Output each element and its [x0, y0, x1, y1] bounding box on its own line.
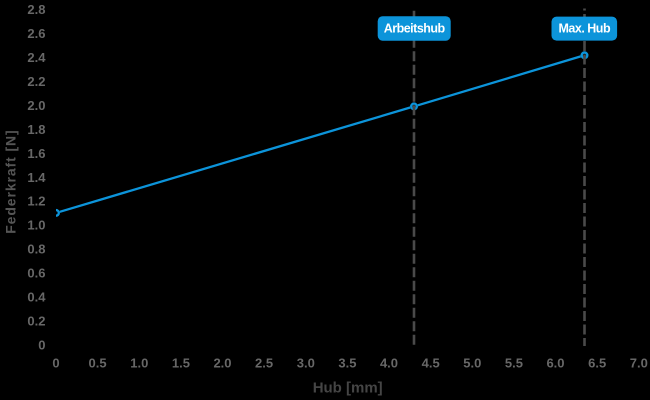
svg-text:4.0: 4.0 [380, 356, 398, 371]
svg-text:5.5: 5.5 [505, 356, 523, 371]
svg-text:Arbeitshub: Arbeitshub [384, 22, 446, 36]
svg-text:2.0: 2.0 [213, 356, 231, 371]
svg-text:0.8: 0.8 [27, 242, 45, 257]
svg-text:1.5: 1.5 [172, 356, 190, 371]
svg-text:4.5: 4.5 [422, 356, 440, 371]
svg-text:Hub [mm]: Hub [mm] [313, 379, 383, 396]
svg-text:0: 0 [38, 338, 45, 353]
svg-text:2.8: 2.8 [27, 2, 45, 17]
svg-text:5.0: 5.0 [463, 356, 481, 371]
svg-text:1.0: 1.0 [130, 356, 148, 371]
svg-text:Federkraft [N]: Federkraft [N] [3, 129, 19, 233]
svg-text:1.4: 1.4 [27, 170, 46, 185]
svg-text:7.0: 7.0 [630, 356, 648, 371]
svg-text:2.2: 2.2 [27, 74, 45, 89]
svg-text:0.5: 0.5 [89, 356, 107, 371]
svg-text:0: 0 [52, 356, 59, 371]
svg-text:2.5: 2.5 [255, 356, 273, 371]
svg-text:1.0: 1.0 [27, 218, 45, 233]
svg-text:1.8: 1.8 [27, 122, 45, 137]
svg-text:1.6: 1.6 [27, 146, 45, 161]
svg-text:2.4: 2.4 [27, 50, 46, 65]
svg-text:0.4: 0.4 [27, 290, 46, 305]
svg-text:2.6: 2.6 [27, 26, 45, 41]
svg-text:0.6: 0.6 [27, 266, 45, 281]
svg-text:3.5: 3.5 [338, 356, 356, 371]
svg-text:1.2: 1.2 [27, 194, 45, 209]
svg-text:0.2: 0.2 [27, 314, 45, 329]
svg-text:3.0: 3.0 [297, 356, 315, 371]
svg-text:6.0: 6.0 [546, 356, 564, 371]
svg-text:Max. Hub: Max. Hub [559, 22, 611, 36]
svg-text:2.0: 2.0 [27, 98, 45, 113]
svg-text:6.5: 6.5 [588, 356, 606, 371]
